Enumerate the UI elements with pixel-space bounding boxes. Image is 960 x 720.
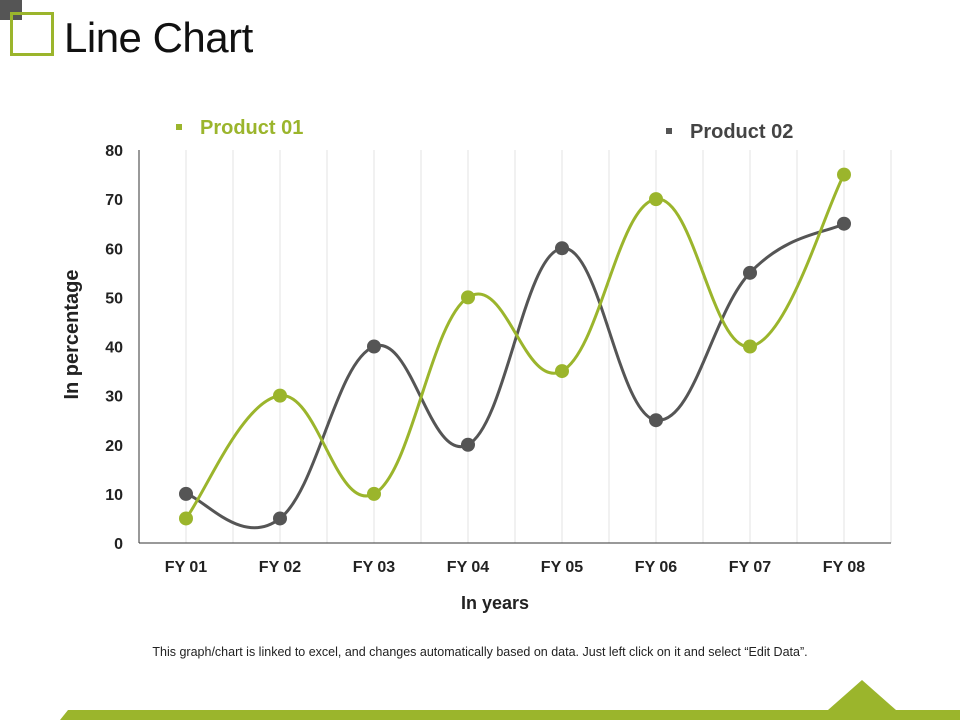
data-point-product-02 bbox=[649, 413, 663, 428]
x-tick-label: FY 01 bbox=[165, 559, 208, 576]
data-point-product-01 bbox=[555, 364, 569, 379]
y-tick-label: 50 bbox=[105, 290, 123, 307]
series-line-product-02 bbox=[185, 222, 845, 530]
y-tick-label: 20 bbox=[105, 438, 123, 455]
x-tick-label: FY 03 bbox=[353, 559, 396, 576]
data-point-product-02 bbox=[837, 216, 851, 231]
y-tick-label: 60 bbox=[105, 241, 123, 258]
data-point-product-02 bbox=[555, 241, 569, 256]
chart-gridlines bbox=[185, 150, 892, 543]
data-point-product-02 bbox=[179, 486, 193, 501]
data-point-product-01 bbox=[367, 486, 381, 501]
legend-label-product-01: Product 01 bbox=[200, 117, 303, 139]
y-tick-label: 0 bbox=[114, 536, 123, 553]
chart-series bbox=[179, 167, 851, 530]
x-tick-label: FY 05 bbox=[541, 559, 584, 576]
legend-marker-product-02 bbox=[666, 128, 672, 134]
data-point-product-02 bbox=[367, 339, 381, 354]
page-title: Line Chart bbox=[64, 14, 253, 61]
x-tick-label: FY 08 bbox=[823, 559, 866, 576]
legend-marker-product-01 bbox=[176, 124, 182, 130]
y-tick-label: 10 bbox=[105, 487, 123, 504]
x-tick-label: FY 02 bbox=[259, 559, 302, 576]
line-chart: 0 10 20 30 40 50 60 70 80 FY 01 FY 02 FY 03 FY 04 FY … bbox=[61, 117, 892, 613]
x-axis-title: In years bbox=[461, 593, 529, 613]
y-tick-label: 30 bbox=[105, 389, 123, 406]
series-line-product-01 bbox=[184, 173, 846, 520]
y-tick-label: 40 bbox=[105, 340, 123, 357]
footer-triangle bbox=[828, 680, 896, 710]
data-point-product-01 bbox=[649, 192, 663, 207]
data-point-product-01 bbox=[461, 290, 475, 305]
data-point-product-02 bbox=[461, 437, 475, 452]
data-point-product-02 bbox=[273, 511, 287, 526]
x-tick-label: FY 07 bbox=[729, 559, 772, 576]
chart-legend: Product 01 Product 02 bbox=[176, 117, 793, 143]
chart-axes bbox=[138, 150, 891, 544]
data-point-product-01 bbox=[743, 339, 757, 354]
y-axis-title: In percentage bbox=[61, 269, 83, 399]
footer-bar bbox=[60, 710, 960, 720]
data-point-product-02 bbox=[743, 265, 757, 280]
y-tick-label: 80 bbox=[105, 143, 123, 160]
legend-label-product-02: Product 02 bbox=[690, 121, 793, 143]
y-tick-label: 70 bbox=[105, 192, 123, 209]
footnote-text: This graph/chart is linked to excel, and… bbox=[152, 645, 808, 659]
data-point-product-01 bbox=[179, 511, 193, 526]
footer-band bbox=[60, 680, 960, 720]
data-point-product-01 bbox=[837, 167, 851, 182]
corner-decoration-square bbox=[10, 12, 54, 56]
corner-decoration-dark bbox=[0, 0, 22, 20]
x-tick-label: FY 04 bbox=[447, 559, 490, 576]
data-point-product-01 bbox=[273, 388, 287, 403]
x-tick-label: FY 06 bbox=[635, 559, 678, 576]
chart-labels: 0 10 20 30 40 50 60 70 80 FY 01 FY 02 FY 03 FY 04 FY … bbox=[61, 143, 865, 613]
